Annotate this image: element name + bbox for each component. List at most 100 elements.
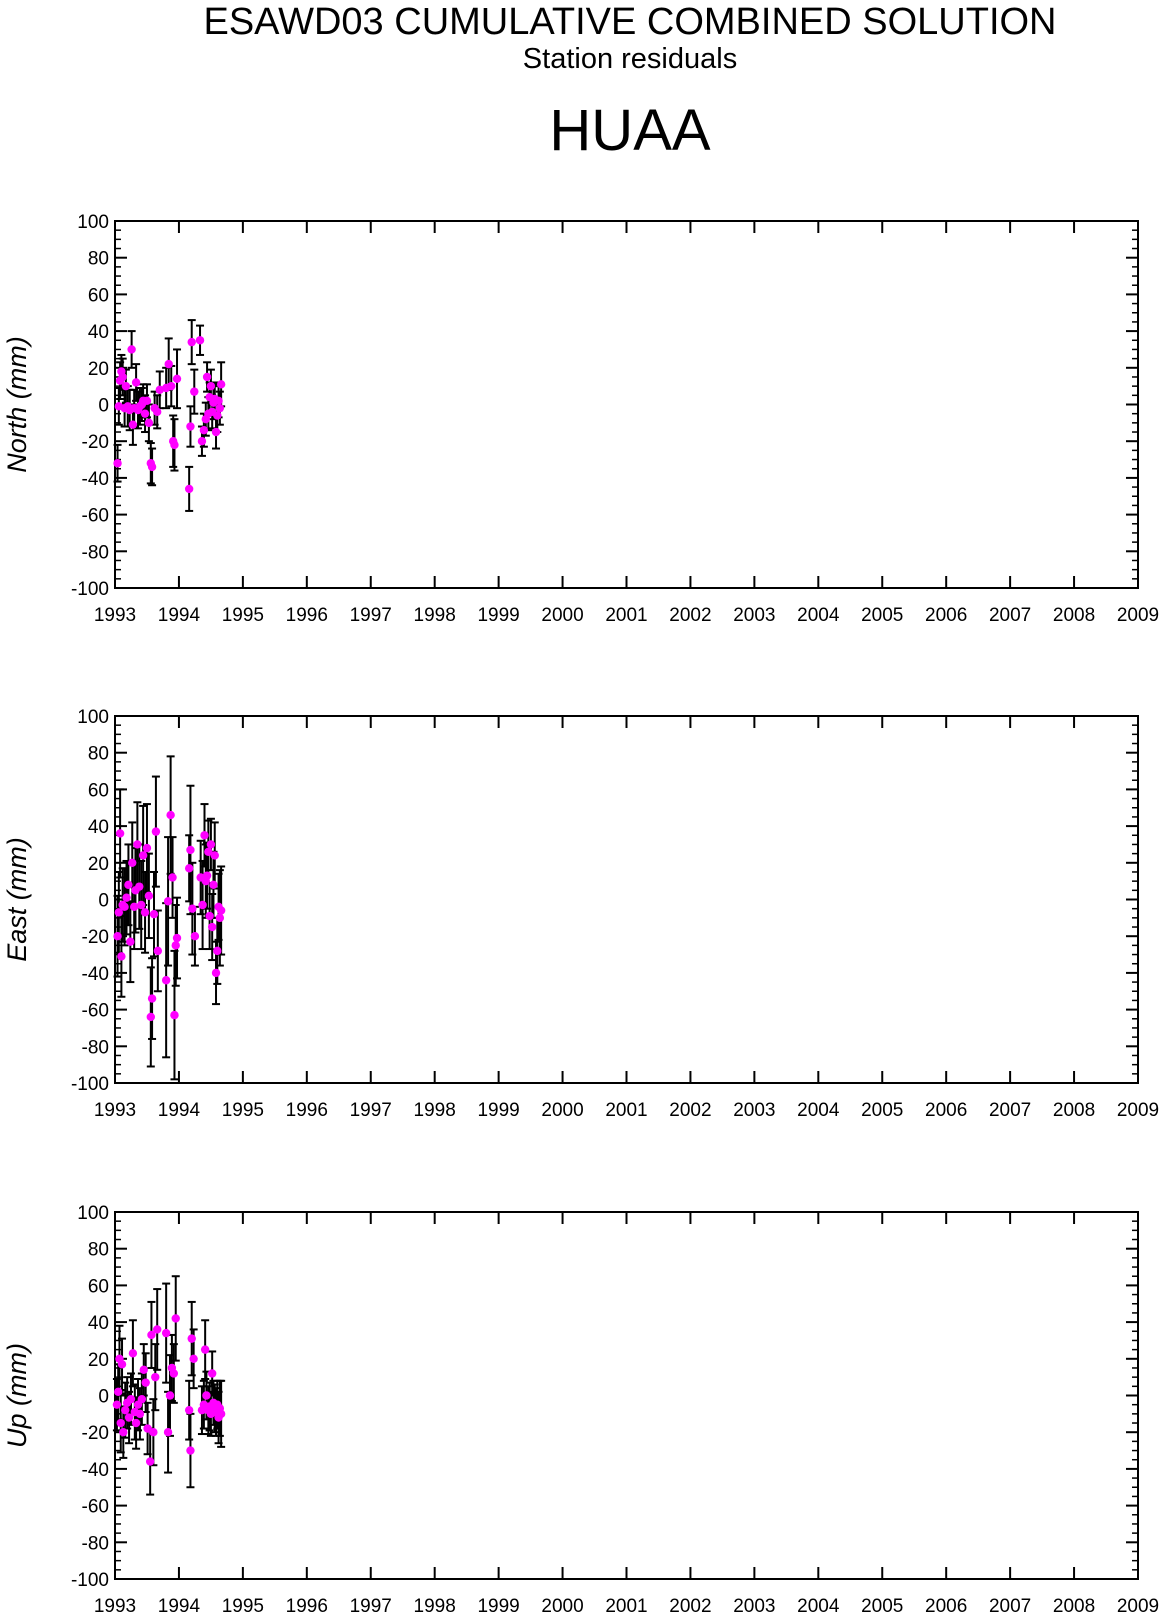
- data-point: [124, 1413, 134, 1422]
- data-point: [131, 1418, 141, 1428]
- data-point: [207, 922, 217, 932]
- x-tick-label: 2001: [605, 1100, 647, 1121]
- x-tick-label: 2005: [861, 1596, 903, 1617]
- y-tick-label: 80: [88, 249, 109, 270]
- y-tick-label: -40: [82, 469, 109, 490]
- data-point: [202, 871, 212, 880]
- data-point: [199, 425, 209, 435]
- x-tick-label: 1998: [414, 1596, 456, 1617]
- x-tick-label: 1994: [158, 1100, 201, 1121]
- data-point: [129, 902, 139, 912]
- data-point: [120, 902, 129, 912]
- data-point: [113, 1387, 123, 1397]
- data-point: [140, 908, 150, 917]
- x-tick-label: 2001: [605, 605, 647, 626]
- y-tick-label: 80: [88, 1240, 109, 1261]
- y-tick-label: -60: [82, 506, 109, 527]
- data-point: [144, 418, 154, 428]
- data-point: [126, 1394, 136, 1404]
- x-tick-label: 1997: [350, 1596, 392, 1617]
- y-tick-label: -60: [82, 1497, 109, 1518]
- data-point: [135, 882, 144, 891]
- y-tick-label: -20: [82, 1423, 109, 1444]
- data-point: [151, 1372, 160, 1382]
- x-tick-label: 1996: [286, 1100, 328, 1121]
- data-point: [119, 1428, 128, 1437]
- x-tick-label: 2002: [669, 1596, 711, 1617]
- data-point: [139, 1365, 148, 1375]
- data-point: [117, 1360, 127, 1369]
- data-point: [168, 873, 177, 882]
- x-tick-label: 1993: [94, 1596, 136, 1617]
- y-tick-label: -20: [82, 432, 109, 453]
- data-point: [197, 437, 207, 446]
- data-point: [215, 913, 225, 923]
- y-tick-label: -60: [82, 1001, 109, 1022]
- data-point: [117, 952, 126, 961]
- data-point: [113, 932, 122, 941]
- x-tick-label: 1996: [286, 1596, 328, 1617]
- data-point: [121, 1405, 130, 1415]
- y-tick-label: 80: [88, 744, 109, 765]
- data-point: [124, 880, 133, 890]
- data-point: [171, 941, 180, 950]
- y-tick-label: 60: [88, 780, 109, 801]
- y-tick-label: 20: [88, 1350, 109, 1371]
- x-tick-label: 2004: [797, 605, 840, 626]
- data-point: [138, 851, 148, 860]
- data-point: [202, 1391, 211, 1400]
- x-tick-label: 2001: [605, 1596, 647, 1617]
- data-point: [112, 1400, 122, 1409]
- data-point: [147, 994, 157, 1003]
- x-tick-label: 2007: [989, 1596, 1031, 1617]
- x-tick-label: 2005: [861, 605, 903, 626]
- x-tick-label: 2008: [1053, 1596, 1095, 1617]
- data-point: [213, 946, 222, 956]
- data-point: [207, 1369, 217, 1378]
- y-tick-label: 40: [88, 322, 109, 343]
- x-tick-label: 1996: [286, 605, 328, 626]
- data-point: [133, 840, 142, 849]
- data-point: [147, 1330, 156, 1340]
- chart-panel-2: 100 80 60 40 20 0 -20 -40 -60 -80 -100 1993 1994 1995…: [2, 1203, 1159, 1617]
- y-axis-label: East (mm): [2, 837, 32, 962]
- plot-frame: [114, 1211, 1139, 1580]
- data-point: [211, 968, 221, 978]
- data-point: [127, 345, 136, 354]
- y-tick-label: -40: [82, 964, 109, 985]
- x-tick-label: 2006: [925, 1596, 967, 1617]
- data-point: [128, 858, 137, 867]
- data-point: [206, 840, 216, 849]
- data-point: [161, 1328, 171, 1338]
- x-tick-label: 2009: [1117, 1100, 1159, 1121]
- data-point: [164, 359, 173, 369]
- x-tick-label: 2004: [797, 1100, 840, 1121]
- data-point: [128, 420, 138, 429]
- y-tick-label: -40: [82, 1460, 109, 1481]
- data-point: [114, 908, 124, 917]
- x-tick-label: 1994: [158, 605, 201, 626]
- data-point: [188, 904, 197, 913]
- y-tick-label: 40: [88, 817, 109, 838]
- plot-frame: [114, 715, 1139, 1084]
- page-subtitle: Station residuals: [522, 43, 738, 75]
- y-tick-label: 60: [88, 1276, 109, 1297]
- x-tick-label: 2003: [733, 1596, 775, 1617]
- data-point: [184, 484, 194, 494]
- x-tick-label: 2007: [989, 1100, 1031, 1121]
- y-tick-label: 20: [88, 854, 109, 875]
- y-tick-label: 100: [77, 1203, 109, 1224]
- data-point: [153, 946, 163, 956]
- data-point: [216, 380, 226, 389]
- data-point: [163, 897, 173, 906]
- y-tick-label: 100: [77, 707, 109, 728]
- data-point: [128, 1349, 138, 1358]
- x-tick-label: 1994: [158, 1596, 201, 1617]
- data-point: [167, 381, 176, 391]
- data-point: [151, 827, 161, 836]
- data-point: [214, 396, 223, 406]
- data-point: [187, 1334, 196, 1343]
- data-point: [137, 900, 146, 910]
- data-point: [113, 459, 122, 468]
- data-point: [170, 440, 179, 450]
